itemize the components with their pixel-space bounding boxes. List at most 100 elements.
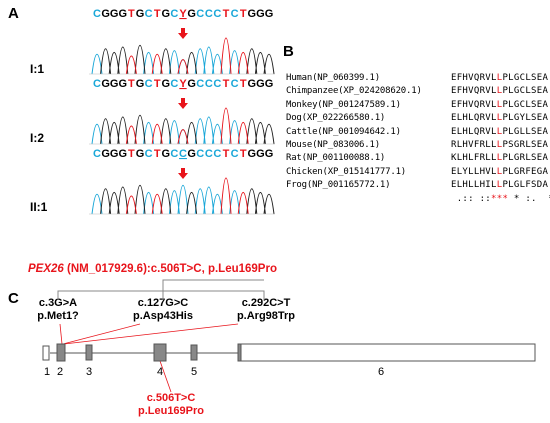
sequence-base: C [170,78,178,90]
bracket-line [57,290,265,300]
chromatogram-trace [125,177,249,215]
sequence-base: G [256,8,265,20]
sequence-base: C [93,148,101,160]
alignment-row: Chimpanzee(XP_024208620.1) EFHVQRVLLPLGCL… [286,85,550,98]
pointer-line [63,323,239,345]
sequence-base: T [128,148,135,160]
exon-1 [42,345,50,361]
consensus-symbols: .:: ::*** * :. * [451,193,550,204]
chromatogram-trace [100,45,275,75]
sequence-base: C [231,148,239,160]
sequence-base: T [154,78,161,90]
sequence-base: G [265,148,274,160]
pointer-line [59,323,63,345]
exon-number: 3 [86,366,93,378]
sequence-base: C [196,78,204,90]
alignment-row: Rat(NP_001100088.1) KLHLFRLLLPLGRLSEA [286,152,550,165]
sequence-base: C [170,148,178,160]
protein-sequence: ELHLLHILLPLGLFSDA [451,180,549,191]
sequence-base: Y [179,78,187,90]
alignment-row: Frog(NP_001165772.1) ELHLLHILLPLGLFSDA [286,179,550,192]
conservation-alignment: Human(NP_060399.1) EFHVQRVLLPLGCLSEA Chim… [286,72,550,206]
consensus-row: .:: ::*** * :. * [286,193,550,206]
variant-notation: (NM_017929.6):c.506T>C, p.Leu169Pro [63,263,277,275]
chromatogram-trace [125,107,249,145]
protein-sequence: ELHLQRVLLPLGYLSEA [451,113,549,124]
pointer-line [159,360,172,393]
sequence-base: Y [179,8,187,20]
sequence-base: G [110,8,119,20]
sample-label-i1: I:1 [30,62,45,76]
species-label: Dog(XP_022266580.1) [286,113,386,124]
variant-arrow-icon [178,168,188,179]
sequence-base: T [128,78,135,90]
sequence-base: G [119,78,128,90]
alignment-row: Cattle(NP_001094642.1) ELHLQRVLLPLGLLSEA [286,126,550,139]
sequence-base: C [213,8,221,20]
sequence-base: G [265,78,274,90]
sequence-base: T [154,8,161,20]
mutation-label-c292c: c.292C>T p.Arg98Trp [236,297,296,322]
variant-caption: PEX26 (NM_017929.6):c.506T>C, p.Leu169Pr… [28,263,277,275]
sequence-base: G [265,8,274,20]
species-label: Cattle(NP_001094642.1) [286,126,401,137]
sequence-base: C [213,148,221,160]
sequence-base: G [187,148,196,160]
exon-4 [153,343,167,362]
sequence-base: G [101,78,110,90]
species-label: Frog(NP_001165772.1) [286,180,391,191]
sequence-base: T [154,148,161,160]
sequence-base: C [145,78,153,90]
chromatogram-trace [100,115,275,145]
alignment-row: Monkey(NP_001247589.1) EFHVQRVLLPLGCLSEA [286,99,550,112]
exon-number: 6 [378,366,385,378]
exon-number: 5 [191,366,198,378]
alignment-row: Mouse(NP_083006.1) RLHVFRLLLPSGRLSEA [286,139,550,152]
sequence-base: C [196,148,204,160]
bracket-line [162,279,264,300]
sequence-base: G [119,8,128,20]
sample-label-i2: I:2 [30,131,45,145]
protein-sequence: EFHVQRVLLPLGCLSEA [451,99,549,110]
sequence-base: C [205,8,213,20]
sequence-base: C [170,8,178,20]
sequence-base: T [223,8,230,20]
mutation-label-c506t: c.506T>C p.Leu169Pro [137,392,205,417]
exon-3 [85,344,93,361]
sequence-base: G [248,78,257,90]
sequence-base: G [162,78,171,90]
species-label: Chimpanzee(XP_024208620.1) [286,86,422,97]
panel-letter-b: B [283,43,294,60]
sequence-base: T [240,8,247,20]
sequence-base: G [248,148,257,160]
alignment-row: Human(NP_060399.1) EFHVQRVLLPLGCLSEA [286,72,550,85]
chromatogram-trace [91,185,241,215]
sample-label-ii1: II:1 [30,200,48,214]
mutation-label-c127g: c.127G>C p.Asp43His [133,297,193,322]
species-label: Chicken(XP_015141777.1) [286,166,407,177]
sequence-base: G [101,8,110,20]
sequence-base: G [248,8,257,20]
variant-arrow-icon [178,98,188,109]
exon-number: 1 [44,366,51,378]
sequence-base: G [187,78,196,90]
sequence-base: C [196,8,204,20]
sequence-base: T [240,148,247,160]
sequence-base: G [136,148,145,160]
sequence-base: T [223,78,230,90]
protein-sequence: KLHLFRLLLPLGRLSEA [451,153,549,164]
exon-number: 4 [157,366,164,378]
sequence-base: T [128,8,135,20]
sequence-base: C [179,148,187,160]
protein-sequence: EFHVQRVLLPLGCLSEA [451,73,549,83]
species-label: Rat(NP_001100088.1) [286,153,386,164]
sequence-base: C [205,148,213,160]
sequence-base: G [256,148,265,160]
sequence-base: G [119,148,128,160]
sequence-base: C [231,8,239,20]
species-label: Mouse(NP_083006.1) [286,139,380,150]
species-label: Monkey(NP_001247589.1) [286,99,401,110]
sequence-base: C [205,78,213,90]
